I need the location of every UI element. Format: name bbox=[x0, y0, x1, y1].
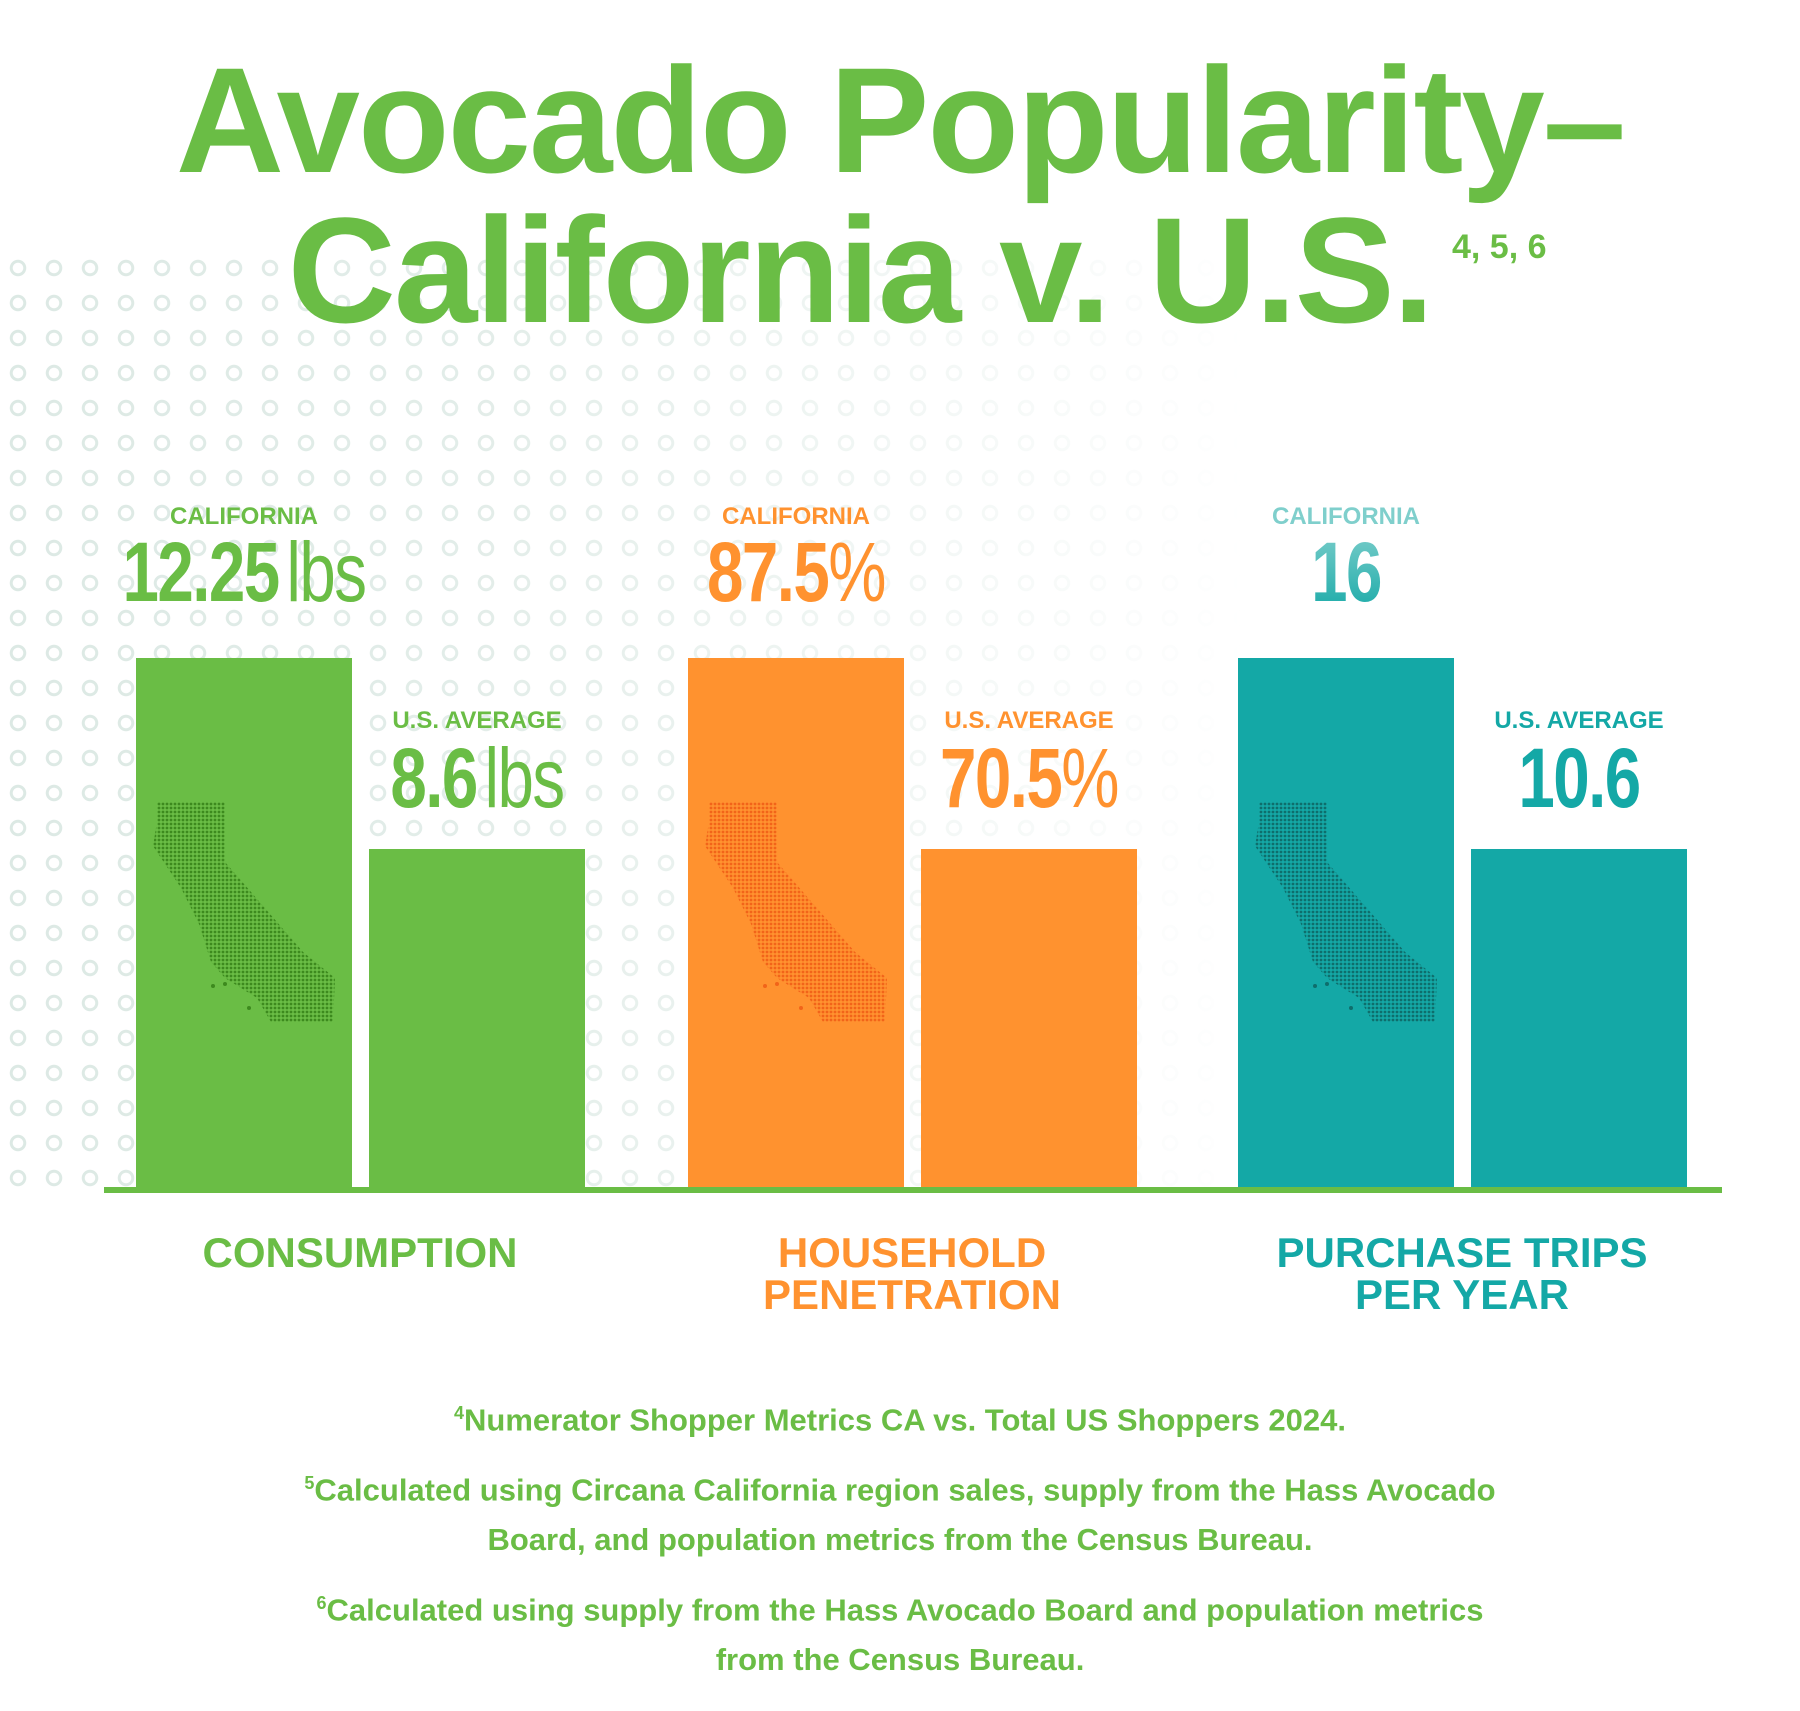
california-value: 87.5% bbox=[671, 530, 921, 614]
category-label-line: CONSUMPTION bbox=[202, 1229, 518, 1276]
category-label-line: PER YEAR bbox=[1355, 1271, 1569, 1318]
value-unit: % bbox=[1061, 731, 1119, 825]
footnote-4: 4Numerator Shopper Metrics CA vs. Total … bbox=[200, 1388, 1600, 1445]
category-label-line: PURCHASE TRIPS bbox=[1276, 1229, 1648, 1276]
california-value: 16 bbox=[1221, 530, 1471, 614]
value-number: 12.25 bbox=[122, 525, 280, 619]
california-label: CALIFORNIA bbox=[1272, 503, 1420, 530]
category-label: PURCHASE TRIPS PER YEAR bbox=[1212, 1232, 1712, 1316]
us-average-label: U.S. AVERAGE bbox=[392, 707, 562, 734]
california-map-icon bbox=[1255, 802, 1437, 1022]
category-label: CONSUMPTION bbox=[110, 1232, 610, 1274]
category-label-line: PENETRATION bbox=[763, 1271, 1061, 1318]
bar-california bbox=[136, 658, 352, 1189]
title-line-1: Avocado Popularity– bbox=[175, 36, 1626, 204]
footnote-6: 6Calculated using supply from the Hass A… bbox=[290, 1578, 1510, 1685]
title-line-2: California v. U.S. bbox=[287, 186, 1435, 354]
bar-california bbox=[1238, 658, 1454, 1189]
footnote-number: 4 bbox=[453, 1403, 464, 1423]
california-map-icon bbox=[153, 802, 335, 1022]
value-number: 10.6 bbox=[1518, 731, 1641, 825]
category-label: HOUSEHOLD PENETRATION bbox=[662, 1232, 1162, 1316]
california-map-icon bbox=[705, 802, 887, 1022]
us-average-value: 10.6 bbox=[1454, 736, 1704, 820]
baseline-axis bbox=[104, 1187, 1722, 1193]
category-label-line: HOUSEHOLD bbox=[777, 1229, 1047, 1276]
california-label: CALIFORNIA bbox=[170, 503, 318, 530]
title-footnote-refs: 4, 5, 6 bbox=[1452, 228, 1547, 266]
footnote-5: 5Calculated using Circana California reg… bbox=[290, 1458, 1510, 1565]
value-unit: % bbox=[828, 525, 886, 619]
us-average-value: 70.5% bbox=[904, 736, 1154, 820]
bar-us-average bbox=[921, 849, 1137, 1189]
footnote-text: Calculated using supply from the Hass Av… bbox=[326, 1592, 1484, 1678]
value-unit: lbs bbox=[286, 525, 367, 619]
value-unit: lbs bbox=[484, 731, 566, 825]
footnote-number: 6 bbox=[316, 1593, 327, 1613]
value-number: 8.6 bbox=[390, 731, 478, 825]
footnote-text: Numerator Shopper Metrics CA vs. Total U… bbox=[464, 1402, 1347, 1438]
footnote-text: Calculated using Circana California regi… bbox=[314, 1472, 1496, 1558]
footnote-number: 5 bbox=[304, 1473, 315, 1493]
value-number: 70.5 bbox=[939, 731, 1063, 825]
california-value: 12.25lbs bbox=[119, 530, 369, 614]
value-number: 16 bbox=[1311, 525, 1382, 619]
us-average-label: U.S. AVERAGE bbox=[1494, 707, 1664, 734]
bar-us-average bbox=[1471, 849, 1687, 1189]
bar-us-average bbox=[369, 849, 585, 1189]
bar-california bbox=[688, 658, 904, 1189]
us-average-value: 8.6lbs bbox=[352, 736, 602, 820]
california-label: CALIFORNIA bbox=[722, 503, 870, 530]
value-number: 87.5 bbox=[706, 525, 830, 619]
us-average-label: U.S. AVERAGE bbox=[944, 707, 1114, 734]
